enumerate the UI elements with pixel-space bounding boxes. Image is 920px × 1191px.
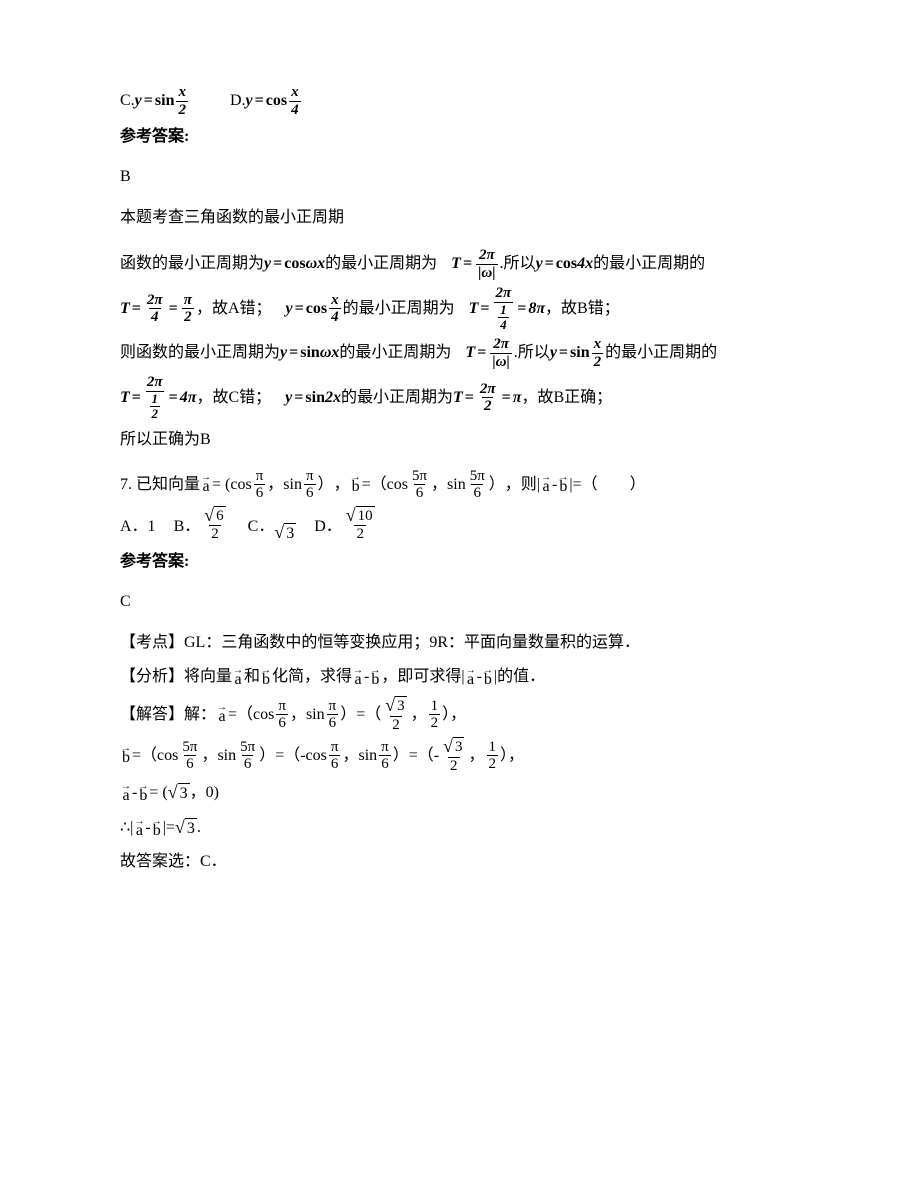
answer1-heading: 参考答案: (120, 122, 800, 152)
solution-line-4: ∴| →a - →b |= √3 . (120, 813, 800, 843)
explain-p1: 函数的最小正周期为 y=cosωx 的最小正周期为 T= 2π|ω| .所以 y… (120, 247, 800, 281)
solution-line-3: →a - →b = ( √3 ，0) (120, 778, 800, 808)
answer2-heading: 参考答案: (120, 547, 800, 577)
vector-b-icon: →b (351, 475, 361, 494)
topic1-text: 本题考查三角函数的最小正周期 (120, 203, 800, 233)
vector-a-icon: →a (201, 475, 211, 494)
option-d-formula: y=cos x4 (246, 84, 303, 118)
option-a: A．1 (120, 512, 156, 542)
answer1-letter: B (120, 162, 800, 192)
answer2-letter: C (120, 587, 800, 617)
option-c: C． √3 (248, 512, 297, 542)
option-b: B． √62 (174, 506, 230, 543)
option-c-formula: y=sin x2 (135, 84, 190, 118)
option-c-label: C. (120, 86, 135, 116)
options-cd-row: C. y=sin x2 D. y=cos x4 (120, 84, 800, 118)
kaodian-text: 【考点】GL：三角函数中的恒等变换应用；9R：平面向量数量积的运算． (120, 628, 800, 658)
question-7-options: A．1 B． √62 C． √3 D． √102 (120, 506, 800, 543)
option-d-label: D. (230, 86, 246, 116)
solution-line-2: →b =（cos 5π6 ，sin 5π6 ）=（-cos π6 ，sin π6… (120, 737, 800, 774)
explain-p3: 则函数的最小正周期为 y=sinωx 的最小正周期为 T= 2π|ω| .所以 … (120, 336, 800, 370)
fenxi-text: 【分析】将向量 →a 和 →b 化简，求得 →a - →b ，即可求得| →a … (120, 662, 800, 692)
option-d: D． √102 (314, 506, 378, 543)
solution-line-1: 【解答】解： →a =（cos π6 ，sin π6 ）=（ √32 ， 12 … (120, 696, 800, 733)
explain-p2: T= 2π4 = π2 ，故A错； y=cos x4 的最小正周期为 T= 2π… (120, 285, 800, 332)
explain-p4: T= 2π 12 =4π ，故C错； y=sin2x 的最小正周期为 T= 2π… (120, 374, 800, 421)
question-7: 7. 已知向量 →a = (cos π6 ，sin π6 ） ， →b =（co… (120, 468, 800, 502)
explain-p5: 所以正确为B (120, 425, 800, 455)
solution-final: 故答案选：C． (120, 847, 800, 877)
